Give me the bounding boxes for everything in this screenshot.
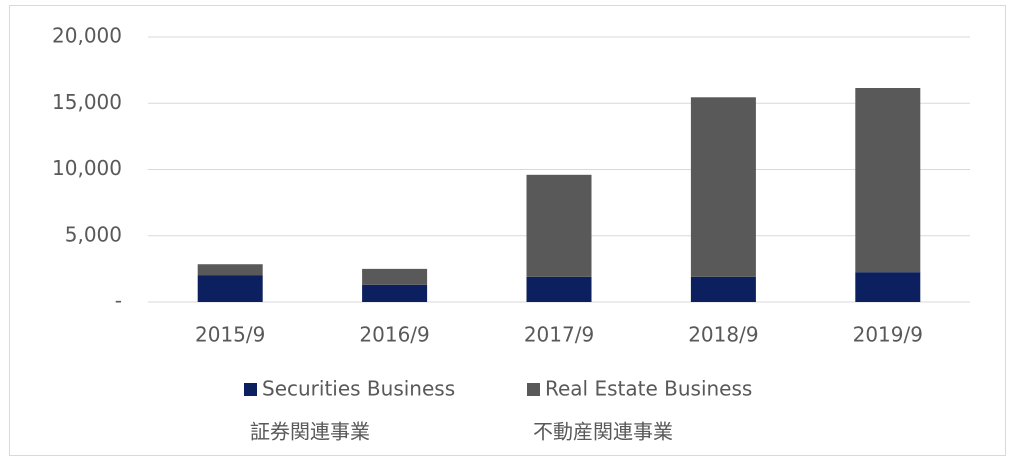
- bar-segment: [855, 272, 921, 302]
- chart-border: [9, 5, 1006, 456]
- x-tick-label: 2016/9: [359, 323, 429, 347]
- bar-segment: [362, 268, 428, 285]
- bar-segment: [362, 284, 428, 302]
- bar-segment: [197, 275, 263, 302]
- bar-segment: [526, 174, 592, 277]
- legend-label: Real Estate Business: [545, 377, 752, 401]
- y-tick-label: -: [115, 289, 122, 313]
- y-tick-label: 15,000: [52, 90, 122, 114]
- x-tick-label: 2015/9: [195, 323, 265, 347]
- legend-sublabel: 証券関連事業: [250, 420, 370, 444]
- y-tick-label: 10,000: [52, 156, 122, 180]
- legend-swatch: [527, 383, 540, 396]
- x-tick-label: 2017/9: [524, 323, 594, 347]
- y-tick-label: 5,000: [65, 222, 122, 246]
- legend-swatch: [244, 383, 257, 396]
- bar-segment: [690, 97, 756, 277]
- bar-segment: [526, 276, 592, 302]
- x-tick-label: 2019/9: [853, 323, 923, 347]
- bar-segment: [690, 276, 756, 302]
- bar-segment: [855, 88, 921, 273]
- y-tick-label: 20,000: [52, 24, 122, 48]
- legend-label: Securities Business: [262, 377, 455, 401]
- x-tick-label: 2018/9: [688, 323, 758, 347]
- bar-segment: [197, 264, 263, 276]
- legend-sublabel: 不動産関連事業: [533, 420, 673, 444]
